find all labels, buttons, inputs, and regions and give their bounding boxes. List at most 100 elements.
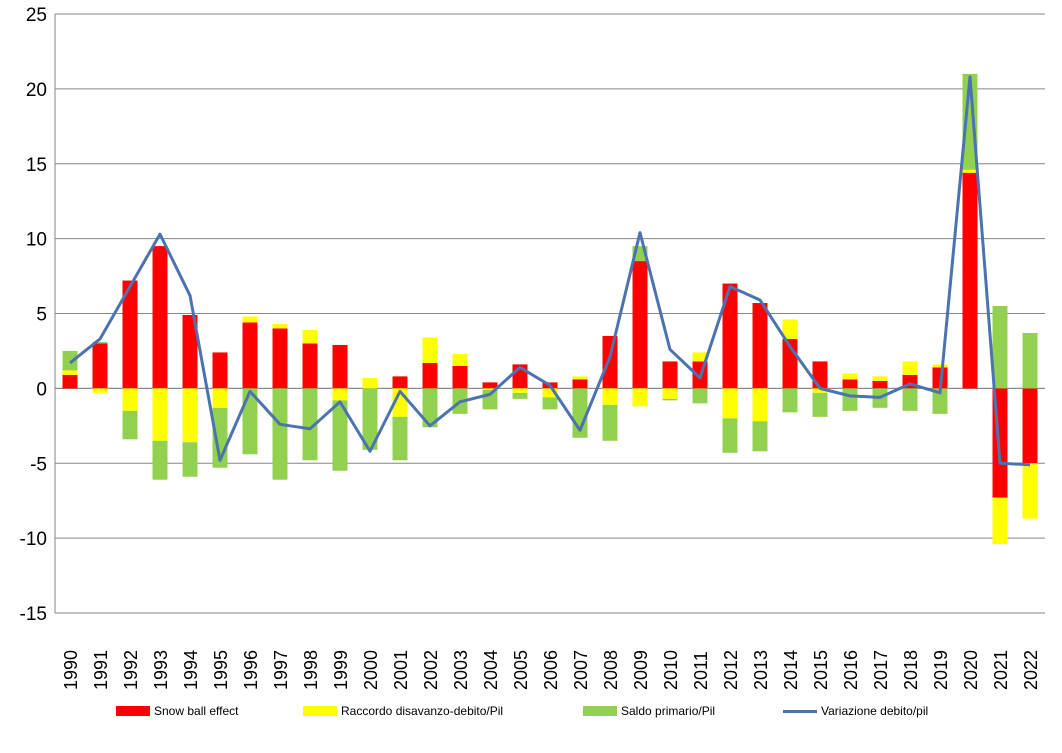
bar-segment: [902, 388, 918, 411]
x-tick-label: 2009: [631, 650, 651, 690]
bar-segment: [932, 388, 948, 414]
bar-segment: [842, 379, 858, 389]
bar-segment: [602, 404, 618, 441]
legend-swatch: [303, 706, 337, 716]
x-tick-label: 2018: [901, 650, 921, 690]
y-tick-label: -10: [20, 529, 47, 550]
bar-segment: [872, 380, 888, 389]
bar-segment: [962, 172, 978, 389]
bar-segment: [152, 246, 168, 389]
x-tick-label: 2013: [751, 650, 771, 690]
gridlines: [55, 13, 1045, 614]
bar-segment: [572, 379, 588, 389]
legend-item-raccordo: Raccordo disavanzo-debito/Pil: [303, 704, 503, 718]
line-variazione-debito: [69, 75, 1031, 467]
x-tick-label: 2004: [481, 650, 501, 690]
bar-segment: [362, 388, 378, 450]
legend-label: Snow ball effect: [154, 704, 239, 718]
bar-segment: [482, 388, 498, 390]
bar-segment: [92, 341, 108, 344]
legend-label: Saldo primario/Pil: [621, 704, 716, 718]
x-tick-label: 2003: [451, 650, 471, 690]
x-tick-label: 2017: [871, 650, 891, 690]
bar-segment: [272, 388, 288, 480]
bar-segment: [662, 361, 678, 389]
line-series: [69, 75, 1031, 467]
bar-segment: [812, 388, 828, 393]
bar-segment: [422, 388, 438, 428]
x-tick-label: 1991: [91, 650, 111, 690]
bar-segment: [242, 316, 258, 323]
bar-segment: [302, 388, 318, 461]
x-tick-label: 2008: [601, 650, 621, 690]
bar-segment: [272, 328, 288, 389]
bar-segment: [152, 440, 168, 480]
bar-segment: [1022, 463, 1038, 519]
bar-segment: [722, 418, 738, 453]
bar-segment: [62, 350, 78, 371]
x-tick-label: 2002: [421, 650, 441, 690]
x-tick-label: 2019: [931, 650, 951, 690]
bar-segment: [92, 343, 108, 389]
bar-segment: [272, 323, 288, 329]
bar-segment: [962, 169, 978, 173]
bar-segment: [452, 353, 468, 366]
bar-segment: [422, 337, 438, 363]
bar-segment: [992, 497, 1008, 545]
legend-swatch: [583, 706, 617, 716]
bar-segment: [992, 306, 1008, 389]
bar-segment: [122, 388, 138, 411]
bar-segment: [692, 352, 708, 362]
bar-segment: [182, 442, 198, 477]
x-tick-label: 2014: [781, 650, 801, 690]
bar-segment: [602, 388, 618, 405]
x-tick-label: 2020: [961, 650, 981, 690]
bar-segment: [332, 400, 348, 471]
bar-segment: [512, 392, 528, 399]
bar-segment: [842, 373, 858, 380]
bar-segment: [812, 361, 828, 389]
bar-segment: [782, 388, 798, 413]
bar-segment: [392, 376, 408, 389]
bar-segment: [932, 364, 948, 368]
bar-segment: [242, 388, 258, 455]
bar-segment: [902, 361, 918, 375]
tick-labels: -15 -10 -5 0 5 10 15 20 25 1990 1991 1992 1993 1994 19…: [20, 5, 1041, 690]
bar-segment: [332, 388, 348, 401]
bar-segment: [722, 388, 738, 419]
bar-segment: [632, 388, 648, 407]
y-tick-label: 0: [36, 379, 47, 400]
legend-swatch: [116, 706, 150, 716]
legend-item-variazione: Variazione debito/pil: [783, 704, 928, 718]
x-tick-label: 2011: [691, 651, 711, 690]
x-tick-label: 2015: [811, 650, 831, 690]
bar-segment: [92, 388, 108, 393]
bar-segment: [542, 388, 558, 398]
x-tick-label: 2016: [841, 650, 861, 690]
bar-segment: [62, 374, 78, 389]
bar-segment: [512, 388, 528, 393]
y-tick-label: -15: [20, 604, 47, 625]
y-tick-label: -5: [30, 454, 47, 475]
x-tick-label: 2022: [1021, 650, 1041, 690]
bar-segment: [722, 283, 738, 389]
y-tick-label: 10: [26, 230, 47, 251]
bar-segment: [332, 344, 348, 389]
bar-segment: [242, 322, 258, 389]
bar-segment: [1022, 388, 1038, 464]
x-tick-label: 1995: [211, 650, 231, 690]
bar-segment: [872, 376, 888, 381]
bar-segment: [752, 303, 768, 389]
y-tick-label: 20: [26, 80, 47, 101]
bar-segment: [662, 388, 678, 399]
bar-segment: [782, 319, 798, 339]
x-tick-label: 2001: [391, 650, 411, 690]
bar-segment: [182, 388, 198, 443]
bar-segment: [752, 388, 768, 422]
bar-segment: [212, 388, 228, 408]
bar-segment: [962, 73, 978, 170]
x-tick-label: 2007: [571, 650, 591, 690]
x-tick-label: 2010: [661, 650, 681, 690]
x-tick-label: 2012: [721, 650, 741, 690]
